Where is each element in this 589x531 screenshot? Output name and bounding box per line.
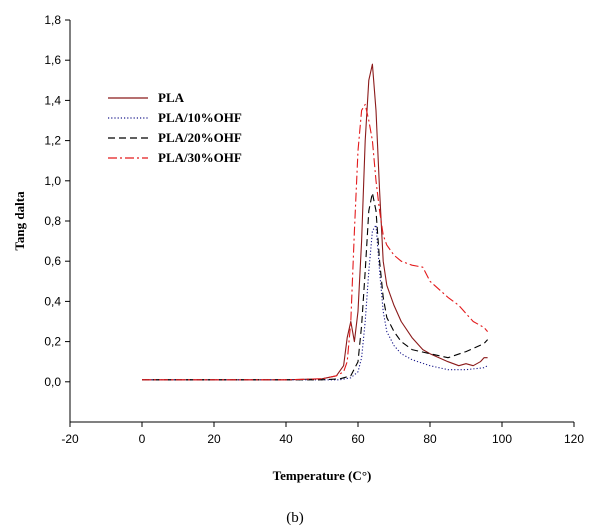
plot-area [69,20,574,423]
x-tick-label: 20 [207,432,221,446]
legend-label: PLA/30%OHF [158,150,242,165]
y-tick-label: 1,8 [44,13,61,27]
legend-label: PLA/10%OHF [158,110,242,125]
y-tick-label: 1,0 [44,174,61,188]
series-line-pla [142,63,488,381]
y-axis: 0,0 0,2 0,4 0,6 0,8 1,0 1,2 1,4 1,6 1,8 [44,13,70,389]
legend-label: PLA/20%OHF [158,130,242,145]
figure-caption: (b) [286,510,304,526]
y-tick-label: 0,4 [44,294,61,308]
y-tick-label: 1,4 [44,93,61,107]
x-tick-label: 40 [279,432,293,446]
series-lines [142,63,489,381]
y-tick-label: 1,6 [44,53,61,67]
x-tick-label: 80 [423,432,437,446]
y-tick-label: 1,2 [44,134,61,148]
legend: PLA PLA/10%OHF PLA/20%OHF PLA/30%OHF [108,90,242,165]
x-tick-label: -20 [61,432,79,446]
y-tick-label: 0,2 [44,335,61,349]
y-tick-label: 0,8 [44,214,61,228]
x-tick-label: 0 [139,432,146,446]
x-tick-label: 100 [492,432,512,446]
x-axis-title: Temperature (C°) [273,468,372,483]
series-line-pla-20-ohf [142,192,489,381]
y-tick-label: 0,6 [44,254,61,268]
x-tick-label: 120 [564,432,584,446]
y-tick-label: 0,0 [44,375,61,389]
legend-label: PLA [158,90,185,105]
y-axis-title: Tang dalta [12,191,27,251]
series-line-pla-30-ohf [142,103,489,381]
x-tick-label: 60 [351,432,365,446]
x-axis: -20 0 20 40 60 80 100 120 [61,422,584,446]
series-line-pla-10-ohf [142,224,488,381]
